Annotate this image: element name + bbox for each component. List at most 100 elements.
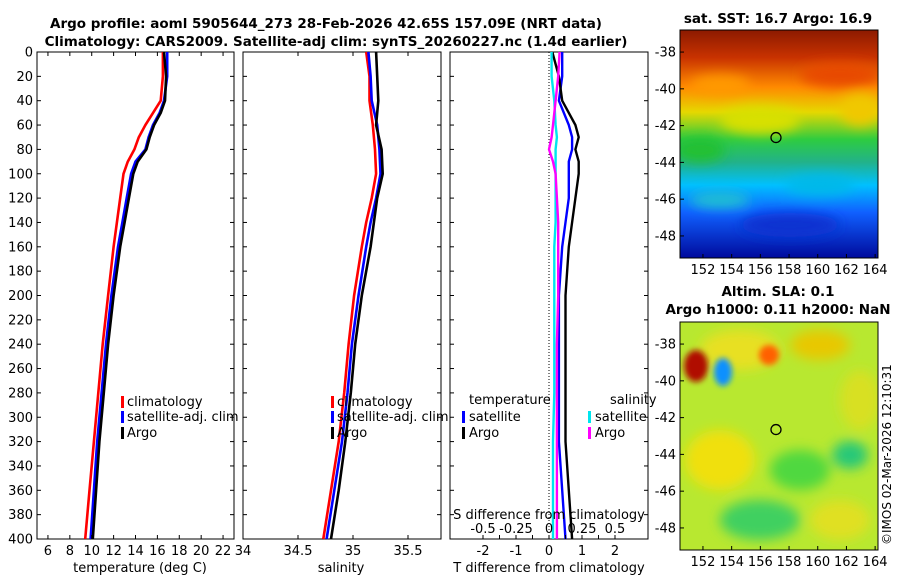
lon-tick-label: 160 xyxy=(805,555,830,570)
series-line-climatology xyxy=(83,52,165,540)
temperature-panel: 6 8 10 12 14 16 18 20 22 xyxy=(36,51,235,559)
salinity-xlabel: salinity xyxy=(318,561,365,576)
x-tick-label: 8 xyxy=(66,544,74,559)
lat-tick-label: -42 xyxy=(655,411,676,426)
x-tick-label: 12 xyxy=(105,544,122,559)
depth-tick-label: 180 xyxy=(8,265,33,280)
s-tick-label: -0.25 xyxy=(499,522,533,537)
legend-t-satellite: satellite xyxy=(469,410,521,425)
lon-tick-label: 154 xyxy=(719,555,744,570)
lon-tick-label: 162 xyxy=(834,263,859,278)
lon-tick-label: 158 xyxy=(777,555,802,570)
series-line-satellite-adj-clim xyxy=(89,52,169,540)
legend-s-argo: Argo xyxy=(595,426,625,441)
x-tick-label: -2 xyxy=(477,544,490,559)
lon-tick-label: 162 xyxy=(834,555,859,570)
series-line-satellite-adj-clim xyxy=(325,51,382,540)
lat-tick-label: -46 xyxy=(655,485,676,500)
legend-climatology: climatology xyxy=(337,395,413,410)
lat-tick-label: -48 xyxy=(655,521,676,536)
difference-legend-salinity: salinity satellite Argo xyxy=(588,393,657,441)
diff-line-temperature-satellite xyxy=(557,52,574,540)
x-tick-label: 22 xyxy=(215,544,232,559)
x-tick-label: 0 xyxy=(545,544,553,559)
lon-tick-label: 160 xyxy=(805,263,830,278)
depth-tick-label: 20 xyxy=(16,70,33,85)
legend-t-argo: Argo xyxy=(469,426,499,441)
legend-temperature-title: temperature xyxy=(469,393,551,408)
figure-title-line1: Argo profile: aoml 5905644_273 28-Feb-20… xyxy=(50,16,602,32)
lon-tick-label: 156 xyxy=(748,263,773,278)
x-tick-label: -1 xyxy=(510,544,523,559)
depth-tick-label: 320 xyxy=(8,435,33,450)
x-tick-label: 14 xyxy=(127,544,144,559)
depth-tick-label: 280 xyxy=(8,386,33,401)
depth-tick-label: 200 xyxy=(8,289,33,304)
lon-tick-label: 164 xyxy=(863,555,888,570)
difference-legend-temperature: temperature satellite Argo xyxy=(462,393,551,441)
series-line-argo xyxy=(91,51,168,540)
x-tick-label: 20 xyxy=(193,544,210,559)
x-tick-label: 2 xyxy=(611,544,619,559)
lat-tick-label: -38 xyxy=(655,338,676,353)
x-tick-label: 6 xyxy=(44,544,52,559)
lon-tick-label: 152 xyxy=(691,555,716,570)
depth-tick-label: 60 xyxy=(16,119,33,134)
depth-tick-label: 340 xyxy=(8,459,33,474)
sla-map-axes: 152 154 156 158 160 162 164 -38 -40 -42 -44 -46 -48 xyxy=(655,338,888,570)
series-line-climatology xyxy=(322,51,378,540)
depth-axis: 0 20 40 60 80 100 120 140 160 180 200 220 240 260 280 3… xyxy=(8,46,33,548)
s-difference-xlabel: S difference from climatology xyxy=(453,508,645,523)
depth-tick-label: 100 xyxy=(8,167,33,182)
sla-map-title-line1: Altim. SLA: 0.1 xyxy=(721,284,834,300)
legend-argo: Argo xyxy=(337,426,367,441)
t-difference-xlabel: T difference from climatology xyxy=(452,561,645,576)
depth-tick-label: 160 xyxy=(8,240,33,255)
lat-tick-label: -46 xyxy=(655,193,676,208)
depth-tick-label: 40 xyxy=(16,94,33,109)
s-tick-label: 0.5 xyxy=(605,522,626,537)
x-tick-label: 34 xyxy=(235,544,252,559)
legend-salinity-title: salinity xyxy=(610,393,657,408)
legend-satellite-adj: satellite-adj. clim xyxy=(127,410,239,425)
depth-tick-label: 120 xyxy=(8,192,33,207)
sst-map xyxy=(680,30,878,258)
s-tick-label: -0.5 xyxy=(470,522,495,537)
lat-tick-label: -40 xyxy=(655,82,676,97)
lon-tick-label: 158 xyxy=(777,263,802,278)
argo-position-marker xyxy=(770,131,782,144)
diff-line-salinity-argo xyxy=(547,51,561,539)
lon-tick-label: 156 xyxy=(748,555,773,570)
plot-frame xyxy=(36,51,235,540)
temperature-xlabel: temperature (deg C) xyxy=(73,561,207,576)
lon-tick-label: 152 xyxy=(691,263,716,278)
legend-s-satellite: satellite xyxy=(595,410,647,425)
series-line-argo xyxy=(329,51,385,540)
x-tick-label: 16 xyxy=(149,544,166,559)
depth-tick-label: 260 xyxy=(8,362,33,377)
argo-position-marker xyxy=(770,423,782,436)
temperature-legend: climatology satellite-adj. clim Argo xyxy=(121,395,239,441)
lon-tick-label: 154 xyxy=(719,263,744,278)
lat-tick-label: -38 xyxy=(655,46,676,61)
salinity-panel: 34 34.5 35 35.5 xyxy=(235,51,442,559)
salinity-legend: climatology satellite-adj. clim Argo xyxy=(331,395,449,441)
depth-tick-label: 360 xyxy=(8,484,33,499)
difference-panel: -2 -1 0 1 2 -0.5 -0.25 0 0.25 0.5 xyxy=(449,51,649,559)
x-tick-label: 10 xyxy=(83,544,100,559)
depth-tick-label: 80 xyxy=(16,143,33,158)
figure-title-line2: Climatology: CARS2009. Satellite-adj cli… xyxy=(45,34,628,50)
sst-map-axes: 152 154 156 158 160 162 164 -38 -40 -42 -44 -46 -48 xyxy=(655,46,888,278)
depth-tick-label: 380 xyxy=(8,508,33,523)
x-tick-label: 18 xyxy=(171,544,188,559)
s-tick-label: 0 xyxy=(545,522,553,537)
depth-tick-label: 400 xyxy=(8,533,33,548)
depth-tick-label: 220 xyxy=(8,313,33,328)
x-tick-label: 35.5 xyxy=(394,544,423,559)
x-tick-label: 1 xyxy=(578,544,586,559)
diff-line-temperature-argo xyxy=(551,51,580,540)
sla-map-title-line2: Argo h1000: 0.11 h2000: NaN xyxy=(665,302,890,318)
depth-tick-label: 140 xyxy=(8,216,33,231)
lat-tick-label: -44 xyxy=(655,156,676,171)
